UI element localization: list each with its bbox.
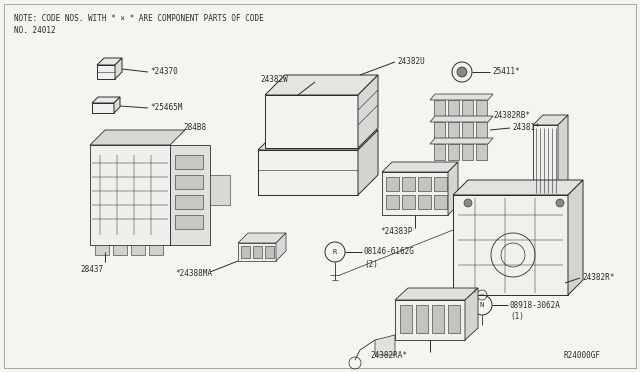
Text: R24000GF: R24000GF (563, 351, 600, 360)
Text: N: N (480, 302, 484, 308)
Text: 24382R*: 24382R* (582, 273, 614, 282)
Text: 24381*: 24381* (512, 124, 540, 132)
Bar (113, 245, 127, 255)
Bar (434, 122, 445, 138)
Polygon shape (114, 97, 120, 113)
Polygon shape (258, 130, 378, 150)
Circle shape (464, 199, 472, 207)
Text: NO. 24012: NO. 24012 (14, 26, 56, 35)
Text: *24370: *24370 (150, 67, 178, 77)
Bar (149, 245, 163, 255)
Text: 28437: 28437 (80, 266, 103, 275)
Bar (386, 195, 399, 209)
Bar (434, 195, 447, 209)
Polygon shape (90, 130, 185, 145)
Text: *24388MA: *24388MA (175, 269, 212, 279)
Polygon shape (533, 115, 568, 125)
Polygon shape (90, 145, 170, 245)
Bar (448, 144, 459, 160)
Bar (400, 305, 412, 333)
Bar (418, 195, 431, 209)
Bar (175, 195, 203, 209)
Bar (448, 122, 459, 138)
Polygon shape (453, 180, 583, 195)
Text: *25465M: *25465M (150, 103, 182, 112)
Text: 24382RA*: 24382RA* (370, 352, 407, 360)
Bar (175, 215, 203, 229)
Polygon shape (448, 162, 458, 215)
Text: 08918-3062A: 08918-3062A (510, 301, 561, 310)
Bar (402, 195, 415, 209)
Polygon shape (97, 58, 122, 65)
Polygon shape (265, 75, 378, 95)
Polygon shape (568, 180, 583, 295)
Bar (434, 100, 445, 116)
Bar (432, 305, 444, 333)
Text: 24382U: 24382U (397, 58, 425, 67)
Bar (131, 245, 145, 255)
Polygon shape (238, 233, 286, 243)
Bar (253, 246, 262, 258)
Polygon shape (238, 243, 276, 261)
Text: NOTE: CODE NOS. WITH * × * ARE COMPONENT PARTS OF CODE: NOTE: CODE NOS. WITH * × * ARE COMPONENT… (14, 14, 264, 23)
Circle shape (457, 67, 467, 77)
Polygon shape (265, 95, 358, 148)
Polygon shape (465, 288, 478, 340)
Bar (418, 177, 431, 191)
Text: 24382RB*: 24382RB* (493, 110, 530, 119)
Text: 284B8: 284B8 (183, 124, 206, 132)
Bar (95, 245, 109, 255)
Polygon shape (430, 116, 493, 122)
Bar (476, 100, 487, 116)
Bar (434, 144, 445, 160)
Polygon shape (358, 75, 378, 148)
Polygon shape (258, 150, 358, 195)
Text: 25411*: 25411* (492, 67, 520, 77)
Polygon shape (97, 65, 115, 79)
Bar (462, 122, 473, 138)
Polygon shape (115, 58, 122, 79)
Polygon shape (395, 288, 478, 300)
Polygon shape (276, 233, 286, 261)
Text: R: R (333, 249, 337, 255)
Circle shape (556, 199, 564, 207)
Polygon shape (395, 300, 465, 340)
Polygon shape (375, 335, 395, 355)
Polygon shape (533, 125, 558, 195)
Polygon shape (430, 138, 493, 144)
Text: (2): (2) (364, 260, 378, 269)
Bar (434, 177, 447, 191)
Text: 24382W: 24382W (260, 76, 288, 84)
Polygon shape (430, 94, 493, 100)
Bar (448, 305, 460, 333)
Bar (476, 144, 487, 160)
Polygon shape (92, 97, 120, 103)
Bar (462, 100, 473, 116)
Polygon shape (558, 115, 568, 195)
Text: *24383P: *24383P (380, 228, 412, 237)
Bar (476, 122, 487, 138)
Polygon shape (170, 145, 210, 245)
Bar (175, 155, 203, 169)
Polygon shape (382, 172, 448, 215)
Bar (416, 305, 428, 333)
Bar (175, 175, 203, 189)
Polygon shape (453, 195, 568, 295)
Text: (1): (1) (510, 312, 524, 321)
Polygon shape (92, 103, 114, 113)
Text: 08146-6162G: 08146-6162G (364, 247, 415, 257)
Bar (210, 175, 230, 205)
Polygon shape (382, 162, 458, 172)
Bar (265, 246, 274, 258)
Bar (386, 177, 399, 191)
Bar (402, 177, 415, 191)
Polygon shape (358, 130, 378, 195)
Bar (462, 144, 473, 160)
Bar (448, 100, 459, 116)
Bar (241, 246, 250, 258)
